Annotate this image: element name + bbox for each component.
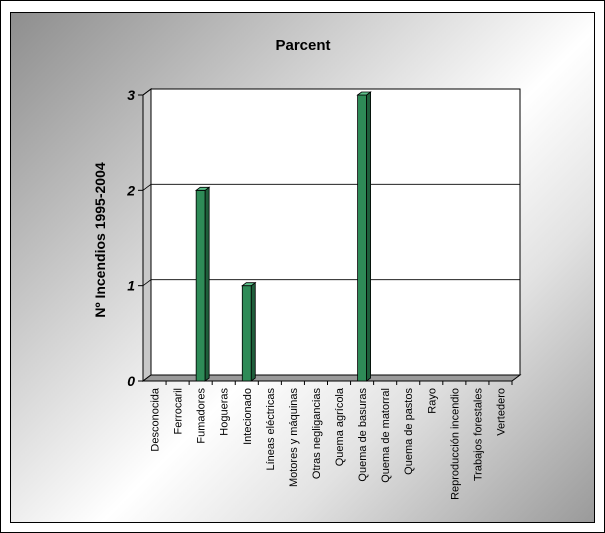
x-tick-label: Otras negligancias <box>311 388 323 480</box>
x-tick-label: Hogueras <box>219 388 231 436</box>
x-tick-label: Rayo <box>426 388 438 414</box>
y-tick-label: 1 <box>127 278 135 294</box>
x-tick-label: Reproducción incendio <box>449 388 461 500</box>
bar <box>194 186 211 382</box>
x-tick-label: Fumadores <box>196 388 208 444</box>
x-tick-label: Vertedero <box>495 388 507 436</box>
x-tick-label: Quema de matorral <box>380 388 392 483</box>
x-tick-label: Líneas eléctricas <box>265 388 277 471</box>
gridlines <box>142 88 520 286</box>
gridline <box>142 88 520 96</box>
x-tick-labels: Desconocida Ferrocaril Fumadores Hogueras In… <box>150 381 513 500</box>
y-axis-label: Nº Incendios 1995-2004 <box>92 162 108 318</box>
y-tick-label: 3 <box>127 87 135 103</box>
bar <box>241 281 257 382</box>
chart-title: Parcent <box>275 37 330 54</box>
x-tick-label: Ferrocaril <box>173 388 185 434</box>
bar-top <box>356 91 372 96</box>
x-tick-label: Desconocida <box>150 387 162 451</box>
bar-front <box>195 189 206 382</box>
bar-top <box>241 282 257 287</box>
bar-side <box>250 281 256 382</box>
y-tick-label: 0 <box>127 373 135 389</box>
gridline <box>142 279 520 286</box>
x-tick-label: Quema de basuras <box>357 388 369 482</box>
bar-top <box>194 186 211 191</box>
x-tick-label: Trabajos forestales <box>472 388 484 482</box>
bar-side <box>204 186 210 382</box>
x-tick-label: Quema agrícola <box>334 387 346 466</box>
y-tick-label: 2 <box>126 182 135 198</box>
bar-front <box>241 285 252 382</box>
side-wall <box>142 88 152 382</box>
x-tick-label: Quema de pastos <box>403 388 415 475</box>
x-tick-label: Motores y máquinas <box>288 388 300 488</box>
gridline <box>142 183 520 191</box>
bar-side <box>366 91 371 382</box>
x-tick-label: Intecionado <box>242 388 254 445</box>
bars <box>194 91 372 382</box>
bar <box>356 91 372 382</box>
bar-front <box>357 94 367 382</box>
